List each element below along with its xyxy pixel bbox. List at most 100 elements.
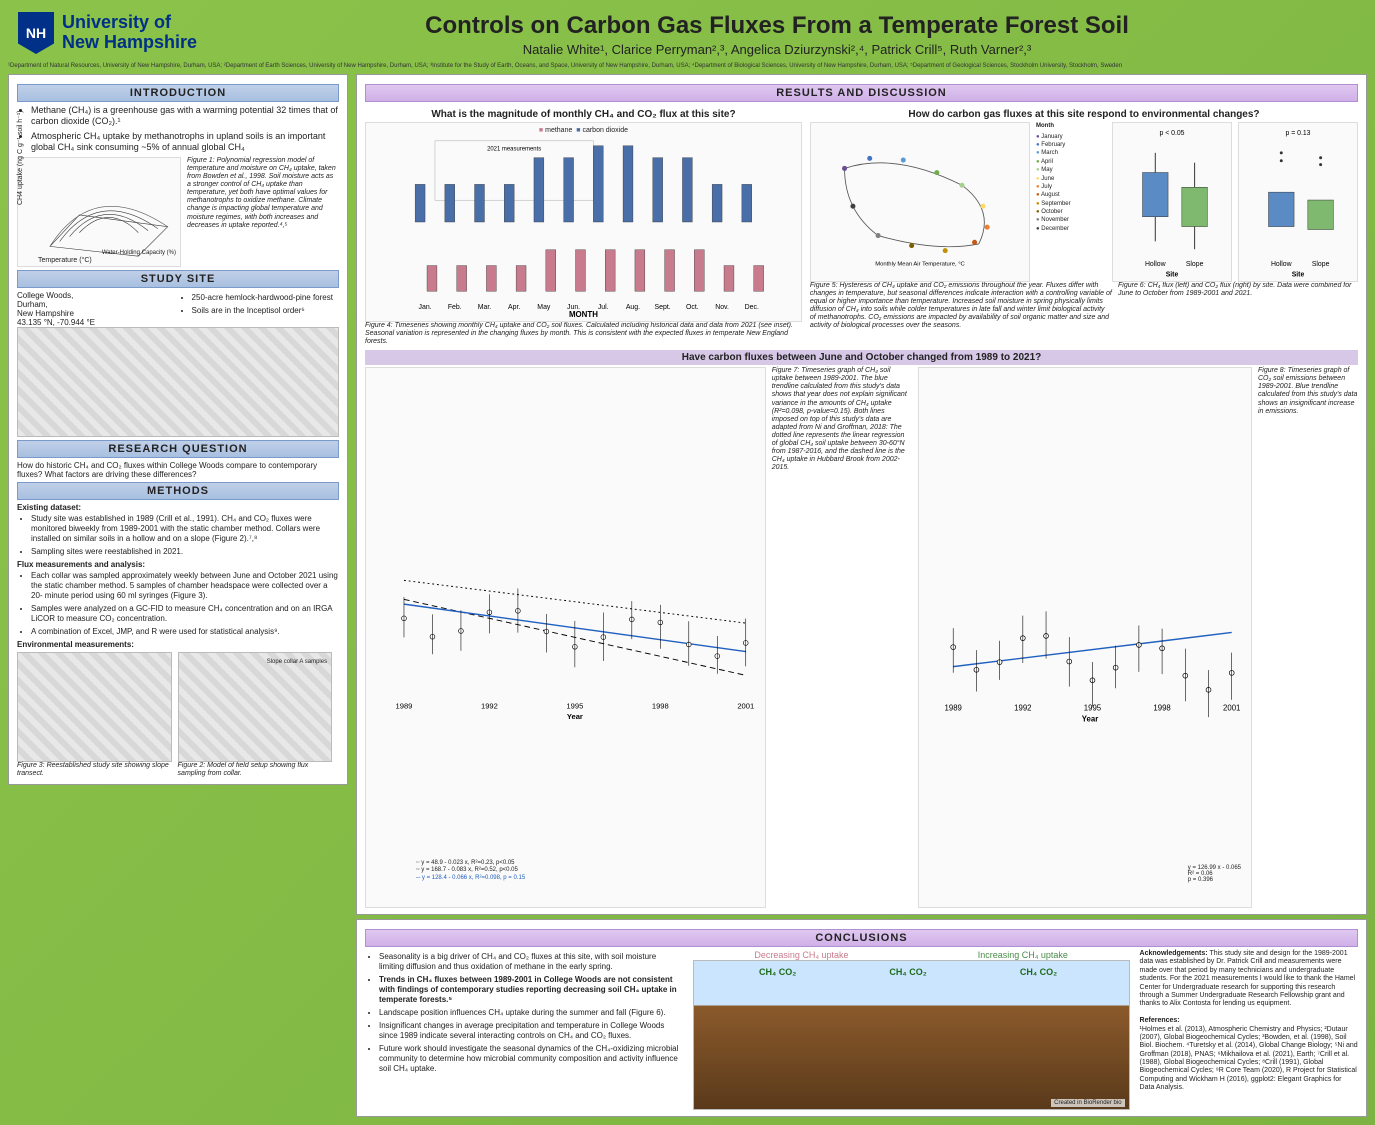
fig1-xlabel: Temperature (°C) — [38, 257, 92, 264]
references-text: ¹Holmes et al. (2013), Atmospheric Chemi… — [1140, 1026, 1358, 1092]
methods-1b: Sampling sites were reestablished in 202… — [31, 547, 339, 557]
fig6-r-hollow: Hollow — [1271, 261, 1292, 268]
intro-header: INTRODUCTION — [17, 84, 339, 102]
diagram-label-right: Increasing CH₄ uptake — [978, 950, 1068, 960]
fig7-eq1: y = 48.9 - 0.023 x, R²=0.23, p<0.05 — [421, 860, 514, 866]
figure-7-caption: Figure 7: Timeseries graph of CH₄ soil u… — [772, 367, 912, 908]
conclusions-panel: CONCLUSIONS Seasonality is a big driver … — [356, 919, 1367, 1117]
fig6-l-slope: Slope — [1186, 261, 1204, 268]
results-q1: What is the magnitude of monthly CH₄ and… — [365, 109, 802, 120]
fig4-xlabel: MONTH — [569, 310, 598, 319]
figure-6-right: p = 0.13 Hollow Slope Site — [1238, 122, 1358, 282]
fig6-p1: p < 0.05 — [1159, 130, 1184, 137]
site-coords: 43.135 °N, -70.944 °E — [17, 318, 172, 327]
nh-shield-icon: NH — [18, 12, 54, 54]
svg-text:2001: 2001 — [1223, 704, 1240, 713]
university-name-l1: University of — [62, 13, 197, 33]
methods-2b: Samples were analyzed on a GC-FID to mea… — [31, 604, 339, 624]
concl-5: Future work should investigate the seaso… — [379, 1044, 683, 1074]
svg-text:1989: 1989 — [396, 702, 413, 711]
methods-2c: A combination of Excel, JMP, and R were … — [31, 627, 339, 637]
svg-text:Mar.: Mar. — [478, 304, 492, 311]
acknowledgements-text: This study site and design for the 1989-… — [1140, 950, 1356, 1007]
methods-h1: Existing dataset: — [17, 503, 339, 512]
site-header: STUDY SITE — [17, 270, 339, 288]
svg-text:Jul.: Jul. — [598, 304, 609, 311]
methods-1a: Study site was established in 1989 (Cril… — [31, 514, 339, 544]
svg-text:1995: 1995 — [1084, 704, 1102, 713]
figure-3-photo — [17, 652, 172, 762]
svg-text:Sept.: Sept. — [655, 304, 671, 311]
affiliations: ¹Department of Natural Resources, Univer… — [8, 63, 1367, 70]
site-loc1: College Woods, — [17, 291, 172, 300]
methods-2a: Each collar was sampled approximately we… — [31, 571, 339, 601]
ref-header: References: — [1140, 1017, 1180, 1024]
results-q3: Have carbon fluxes between June and Octo… — [365, 350, 1358, 365]
figure-1-surface-plot: CH4 uptake (ng C g⁻¹ soil h⁻¹) Temperatu… — [17, 157, 181, 267]
fig8-xlabel: Year — [1082, 715, 1098, 724]
svg-text:1998: 1998 — [1153, 704, 1170, 713]
fig7-eq2: y = 168.7 - 0.083 x, R²=0.52, p<0.05 — [421, 867, 518, 873]
figure-2-caption: Figure 2: Model of field setup showing f… — [178, 762, 333, 778]
fig7-eq3: y = 128.4 - 0.066 x, R²=0.098, p = 0.15 — [422, 875, 525, 881]
concl-3: Landscape position influences CH₄ uptake… — [379, 1008, 683, 1018]
svg-text:Aug.: Aug. — [626, 304, 640, 311]
poster: NH University of New Hampshire Controls … — [8, 8, 1367, 1117]
svg-text:May: May — [537, 304, 551, 311]
figure-2-diagram: Slope collar A samples — [178, 652, 333, 762]
figure-8-timeseries: 1989 1992 1995 1998 2001 Year y = 126.99 x -… — [918, 367, 1252, 908]
fig4-legend-co2: carbon dioxide — [582, 127, 628, 134]
figure-3-caption: Figure 3: Reestablished study site showi… — [17, 762, 172, 778]
soil-process-diagram: CH₄ CO₂ CH₄ CO₂ CH₄ CO₂ Created in BioRe… — [693, 960, 1130, 1110]
svg-text:1998: 1998 — [652, 702, 669, 711]
fig4-legend-methane: methane — [545, 127, 572, 134]
concl-1: Seasonality is a big driver of CH₄ and C… — [379, 952, 683, 972]
fig1-ylabel: CH4 uptake (ng C g⁻¹ soil h⁻¹) — [16, 111, 24, 206]
fig8-eq: y = 126.99 x - 0.065 R² = 0.06 p = 0.396 — [1188, 865, 1241, 883]
methods-header: METHODS — [17, 482, 339, 500]
fig4-inset-label: 2021 measurements — [487, 147, 541, 153]
site-bullet-1: 250-acre hemlock-hardwood-pine forest — [192, 293, 339, 303]
research-question-text: How do historic CH₄ and CO₂ fluxes withi… — [17, 461, 339, 479]
results-header: RESULTS AND DISCUSSION — [365, 84, 1358, 102]
university-logo-block: NH University of New Hampshire — [18, 12, 197, 54]
svg-text:1992: 1992 — [1014, 704, 1031, 713]
svg-text:Oct.: Oct. — [686, 304, 699, 311]
intro-panel: INTRODUCTION Methane (CH₄) is a greenhou… — [8, 74, 348, 785]
figure-6-left: p < 0.05 Hollow Slope Site — [1112, 122, 1232, 282]
svg-text:Apr.: Apr. — [508, 304, 520, 311]
diagram-label-left: Decreasing CH₄ uptake — [754, 950, 848, 960]
figure-7-timeseries: 19891992199519982001 Year ┄ y = 48.9 - 0… — [365, 367, 766, 908]
university-name-l2: New Hampshire — [62, 33, 197, 53]
rq-header: RESEARCH QUESTION — [17, 440, 339, 458]
figure-8-caption: Figure 8: Timeseries graph of CO₂ soil e… — [1258, 367, 1358, 908]
diagram-credit: Created in BioRender bio — [1051, 1099, 1124, 1107]
fig6-p2: p = 0.13 — [1285, 130, 1310, 137]
fig6-r-xlabel: Site — [1292, 272, 1305, 279]
concl-2: Trends in CH₄ fluxes between 1989-2001 i… — [379, 975, 683, 1005]
results-q2: How do carbon gas fluxes at this site re… — [810, 109, 1358, 120]
figure-4-caption: Figure 4: Timeseries showing monthly CH₄… — [365, 322, 802, 346]
svg-text:Dec.: Dec. — [745, 304, 759, 311]
poster-header: NH University of New Hampshire Controls … — [8, 8, 1367, 61]
fig6-l-hollow: Hollow — [1145, 261, 1166, 268]
conclusions-header: CONCLUSIONS — [365, 929, 1358, 947]
results-panel: RESULTS AND DISCUSSION What is the magni… — [356, 74, 1367, 915]
svg-text:1989: 1989 — [944, 704, 961, 713]
fig1-zlabel: Water-Holding Capacity (%) — [102, 250, 176, 256]
ack-header: Acknowledgements: — [1140, 950, 1208, 957]
svg-text:2001: 2001 — [737, 702, 754, 711]
figure-5-caption: Figure 5: Hysteresis of CH₄ uptake and C… — [810, 282, 1112, 330]
site-map-image — [17, 327, 339, 437]
concl-4: Insignificant changes in average precipi… — [379, 1021, 683, 1041]
intro-bullet-2: Atmospheric CH₄ uptake by methanotrophs … — [31, 131, 339, 154]
syringe-label: Slope collar A samples — [267, 659, 327, 665]
site-loc2: Durham, — [17, 300, 172, 309]
methods-h3: Environmental measurements: — [17, 640, 339, 649]
title-block: Controls on Carbon Gas Fluxes From a Tem… — [197, 12, 1357, 57]
site-loc3: New Hampshire — [17, 309, 172, 318]
intro-bullet-1: Methane (CH₄) is a greenhouse gas with a… — [31, 105, 339, 128]
svg-text:Jan.: Jan. — [419, 304, 432, 311]
figure-1-caption: Figure 1: Polynomial regression model of… — [187, 157, 339, 267]
svg-text:1992: 1992 — [481, 702, 498, 711]
